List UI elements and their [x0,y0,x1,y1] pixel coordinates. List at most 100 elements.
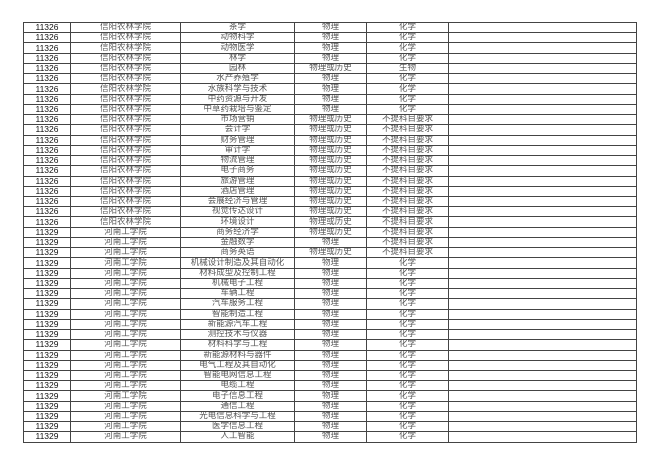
primary-subject-cell: 物理或历史 [294,226,367,238]
major-name-cell: 智能电网信息工程 [180,369,295,382]
table-row: 11326 信阳农林学院 动物医学 物理 化学 [23,42,637,54]
secondary-subject-cell: 化学 [366,21,449,34]
school-code-cell: 11329 [23,359,71,371]
notes-cell [448,431,637,443]
school-code-cell: 11326 [23,155,71,167]
secondary-subject-cell: 化学 [366,400,449,412]
school-name-cell: 河南工学院 [70,380,181,392]
primary-subject-cell: 物理 [294,21,367,34]
secondary-subject-cell: 化学 [366,298,449,310]
school-code-cell: 11326 [23,52,71,64]
table-row: 11326 信阳农林学院 旅游管理 物理或历史 不提科目要求 [23,175,637,187]
table-row: 11326 信阳农林学院 环境设计 物理或历史 不提科目要求 [23,216,637,228]
secondary-subject-cell: 不提科目要求 [366,175,449,187]
notes-cell [448,257,637,269]
notes-cell [448,359,637,371]
school-name-cell: 河南工学院 [70,247,181,259]
table-row: 11326 信阳农林学院 视觉传达设计 物理或历史 不提科目要求 [23,206,637,218]
school-name-cell: 信阳农林学院 [70,144,181,157]
major-name-cell: 市场营销 [180,114,295,126]
school-name-cell: 河南工学院 [70,421,181,433]
school-code-cell: 11329 [23,329,71,341]
major-name-cell: 电子信息工程 [180,390,295,402]
notes-cell [448,155,637,167]
notes-cell [448,114,637,126]
table-row: 11326 信阳农林学院 会计学 物理或历史 不提科目要求 [23,124,637,136]
table-row: 11329 河南工学院 材料成型及控制工程 物理 化学 [23,267,637,279]
primary-subject-cell: 物理或历史 [294,247,367,259]
major-name-cell: 商务经济学 [180,226,295,238]
table-row: 11326 信阳农林学院 林学 物理 化学 [23,52,637,64]
primary-subject-cell: 物理 [294,73,367,85]
major-name-cell: 水族科学与技术 [180,83,295,95]
primary-subject-cell: 物理或历史 [294,195,367,208]
secondary-subject-cell: 化学 [366,32,449,44]
table-row: 11329 河南工学院 车辆工程 物理 化学 [23,288,637,300]
school-code-cell: 11326 [23,93,71,105]
school-code-cell: 11326 [23,144,71,157]
secondary-subject-cell: 化学 [366,421,449,433]
notes-cell [448,380,637,392]
primary-subject-cell: 物理 [294,93,367,105]
primary-subject-cell: 物理 [294,236,367,249]
notes-cell [448,42,637,54]
major-name-cell: 新能源材料与器件 [180,349,295,361]
school-name-cell: 河南工学院 [70,226,181,238]
school-code-cell: 11329 [23,400,71,412]
primary-subject-cell: 物理 [294,318,367,331]
school-name-cell: 信阳农林学院 [70,52,181,64]
major-name-cell: 中草药栽培与鉴定 [180,103,295,116]
table-row: 11329 河南工学院 机械设计制造及其自动化 物理 化学 [23,257,637,269]
school-code-cell: 11329 [23,226,71,238]
primary-subject-cell: 物理 [294,267,367,279]
table-row: 11329 河南工学院 通信工程 物理 化学 [23,400,637,412]
school-name-cell: 河南工学院 [70,257,181,269]
secondary-subject-cell: 不提科目要求 [366,134,449,146]
school-name-cell: 河南工学院 [70,349,181,361]
notes-cell [448,134,637,146]
school-name-cell: 信阳农林学院 [70,134,181,146]
secondary-subject-cell: 化学 [366,318,449,331]
school-name-cell: 河南工学院 [70,236,181,249]
notes-cell [448,267,637,279]
primary-subject-cell: 物理或历史 [294,124,367,136]
school-name-cell: 信阳农林学院 [70,206,181,218]
school-code-cell: 11329 [23,349,71,361]
primary-subject-cell: 物理或历史 [294,114,367,126]
primary-subject-cell: 物理 [294,288,367,300]
school-name-cell: 信阳农林学院 [70,175,181,187]
secondary-subject-cell: 化学 [366,359,449,371]
secondary-subject-cell: 不提科目要求 [366,206,449,218]
major-name-cell: 旅游管理 [180,175,295,187]
primary-subject-cell: 物理 [294,32,367,44]
school-code-cell: 11329 [23,318,71,331]
school-name-cell: 信阳农林学院 [70,114,181,126]
table-row: 11329 河南工学院 新能源材料与器件 物理 化学 [23,349,637,361]
secondary-subject-cell: 化学 [366,52,449,64]
major-name-cell: 人工智能 [180,431,295,443]
major-name-cell: 酒店管理 [180,185,295,197]
major-name-cell: 物流管理 [180,155,295,167]
subject-requirements-table: 11326 信阳农林学院 茶学 物理 化学 11326 信阳农林学院 动物科学 物理 化学 1132… [23,21,637,443]
primary-subject-cell: 物理或历史 [294,62,367,75]
primary-subject-cell: 物理 [294,400,367,412]
major-name-cell: 电气工程及其自动化 [180,359,295,371]
major-name-cell: 通信工程 [180,400,295,412]
school-name-cell: 信阳农林学院 [70,155,181,167]
major-name-cell: 林学 [180,52,295,64]
major-name-cell: 测控技术与仪器 [180,329,295,341]
school-code-cell: 11329 [23,380,71,392]
school-code-cell: 11326 [23,114,71,126]
notes-cell [448,298,637,310]
notes-cell [448,73,637,85]
notes-cell [448,226,637,238]
school-name-cell: 信阳农林学院 [70,195,181,208]
school-name-cell: 信阳农林学院 [70,21,181,34]
notes-cell [448,62,637,75]
table-row: 11326 信阳农林学院 审计学 物理或历史 不提科目要求 [23,144,637,157]
primary-subject-cell: 物理 [294,369,367,382]
primary-subject-cell: 物理 [294,339,367,351]
secondary-subject-cell: 化学 [366,380,449,392]
secondary-subject-cell: 不提科目要求 [366,247,449,259]
secondary-subject-cell: 化学 [366,267,449,279]
